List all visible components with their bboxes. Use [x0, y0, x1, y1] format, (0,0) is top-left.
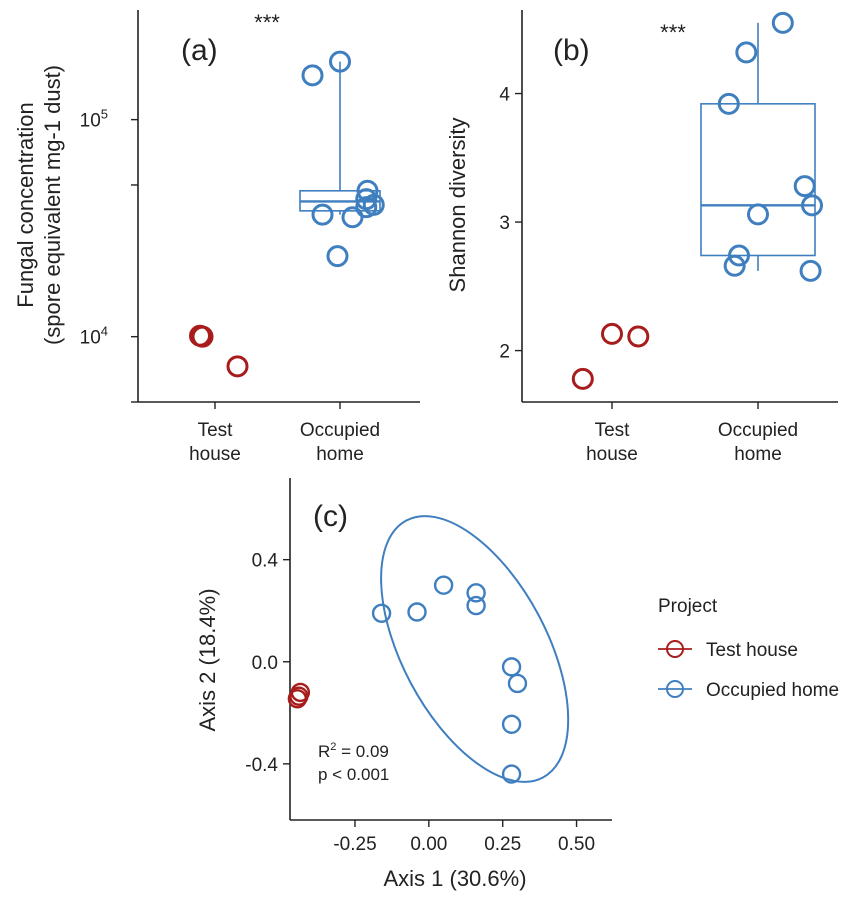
data-point — [466, 583, 486, 603]
data-point — [356, 179, 379, 202]
y-tick-label: 2 — [499, 342, 510, 363]
panel-b-ylabel: Shannon diversity — [445, 118, 470, 293]
panel-a-ylabel-line2: (spore equivalent mg-1 dust) — [40, 65, 65, 345]
data-point — [771, 11, 794, 34]
legend-title: Project — [658, 596, 718, 617]
panel-c-label: (c) — [313, 500, 348, 533]
data-point — [571, 367, 594, 390]
data-point — [501, 657, 522, 677]
data-point — [793, 175, 816, 198]
data-point — [627, 325, 650, 348]
data-point — [329, 50, 351, 73]
y-tick-label: 104 — [80, 324, 108, 349]
data-point — [311, 203, 334, 226]
y-tick-label: 4 — [499, 85, 510, 106]
panel-a-label: (a) — [181, 34, 218, 67]
x-tick-label: Occupied — [718, 420, 798, 441]
data-point — [407, 602, 427, 622]
box-iqr — [700, 103, 816, 257]
legend: Project Test house Occupied home — [658, 596, 839, 701]
panel-a-significance: *** — [254, 10, 280, 35]
data-point — [747, 203, 769, 226]
data-point — [601, 322, 623, 345]
x-tick-label: Test — [595, 420, 631, 441]
panel-c: (c) Axis 1 (30.6%) Axis 2 (18.4%) R2 = 0… — [195, 478, 839, 891]
x-tick-label: 0.50 — [558, 834, 595, 855]
panel-c-ylabel: Axis 2 (18.4%) — [195, 588, 220, 731]
data-point — [507, 673, 528, 694]
data-point — [191, 325, 214, 348]
data-point — [433, 575, 454, 595]
data-point — [723, 254, 746, 277]
p-value-annotation: p < 0.001 — [318, 765, 389, 784]
data-point — [341, 206, 364, 229]
data-point — [735, 41, 758, 64]
panel-a-ylabel-line1: Fungal concentration — [13, 102, 38, 307]
legend-item-test-house: Test house — [658, 640, 798, 661]
x-tick-label: Occupied — [300, 420, 380, 441]
panel-a: (a) *** Fungal concentration (spore equi… — [13, 10, 420, 465]
x-tick-label: house — [189, 444, 241, 465]
data-point — [501, 714, 522, 734]
r-squared-annotation: R2 = 0.09 — [318, 741, 389, 761]
data-point — [799, 259, 822, 282]
y-tick-label: 0.0 — [252, 653, 278, 674]
y-tick-label: 0.4 — [252, 551, 279, 572]
panel-b-label: (b) — [553, 34, 590, 67]
data-point — [501, 764, 522, 784]
data-point — [362, 193, 385, 216]
y-tick-label: 105 — [80, 107, 108, 132]
data-point — [466, 595, 486, 616]
data-point — [728, 244, 751, 267]
x-tick-label: 0.00 — [410, 834, 447, 855]
x-tick-label: home — [734, 444, 782, 465]
data-point — [371, 603, 392, 623]
y-tick-label: -0.4 — [245, 755, 278, 776]
panel-c-xlabel: Axis 1 (30.6%) — [383, 866, 526, 891]
y-tick-label: 3 — [499, 213, 510, 234]
x-tick-label: home — [316, 444, 364, 465]
legend-label: Test house — [706, 640, 798, 661]
x-tick-label: 0.25 — [484, 834, 521, 855]
panel-b: (b) *** Shannon diversity 2 3 4 Test house Oc… — [445, 10, 838, 465]
legend-key-circle — [666, 680, 684, 698]
panel-b-significance: *** — [660, 20, 686, 45]
confidence-ellipse — [380, 515, 570, 783]
legend-label: Occupied home — [706, 680, 839, 701]
legend-item-occupied-home: Occupied home — [658, 680, 839, 701]
x-tick-label: house — [586, 444, 638, 465]
data-point — [226, 355, 249, 378]
data-point — [301, 64, 324, 87]
data-point — [801, 194, 824, 217]
data-point — [326, 245, 349, 268]
legend-key-circle — [666, 640, 684, 658]
data-point — [287, 689, 308, 709]
x-tick-label: -0.25 — [333, 834, 376, 855]
data-point — [717, 92, 740, 115]
x-tick-label: Test — [198, 420, 234, 441]
